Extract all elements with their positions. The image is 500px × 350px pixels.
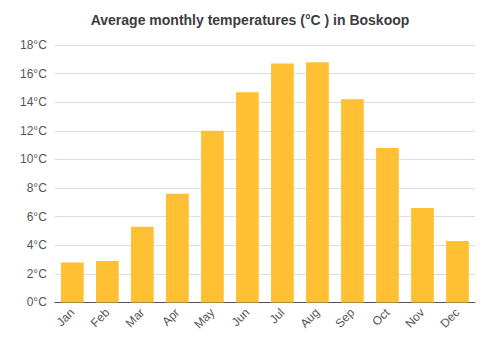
svg-text:4°C: 4°C [27,238,47,252]
svg-text:14°C: 14°C [20,95,47,109]
svg-text:8°C: 8°C [27,181,47,195]
svg-text:2°C: 2°C [27,267,47,281]
svg-text:Apr: Apr [159,306,182,329]
svg-text:0°C: 0°C [27,295,47,309]
svg-text:Jun: Jun [229,306,253,330]
svg-text:Feb: Feb [88,305,113,330]
svg-text:Oct: Oct [369,305,393,329]
svg-text:Sep: Sep [332,305,357,330]
svg-text:18°C: 18°C [20,38,47,52]
svg-text:16°C: 16°C [20,67,47,81]
svg-text:Dec: Dec [437,306,462,331]
svg-text:Aug: Aug [297,306,322,331]
svg-text:Jul: Jul [267,306,288,327]
svg-text:Jan: Jan [54,306,78,330]
svg-text:10°C: 10°C [20,152,47,166]
svg-text:Mar: Mar [123,306,148,330]
svg-text:6°C: 6°C [27,210,47,224]
svg-text:Average monthly temperatures (: Average monthly temperatures (°C ) in Bo… [91,12,410,28]
svg-text:12°C: 12°C [20,124,47,138]
svg-text:Nov: Nov [402,306,427,331]
svg-text:May: May [191,306,217,332]
